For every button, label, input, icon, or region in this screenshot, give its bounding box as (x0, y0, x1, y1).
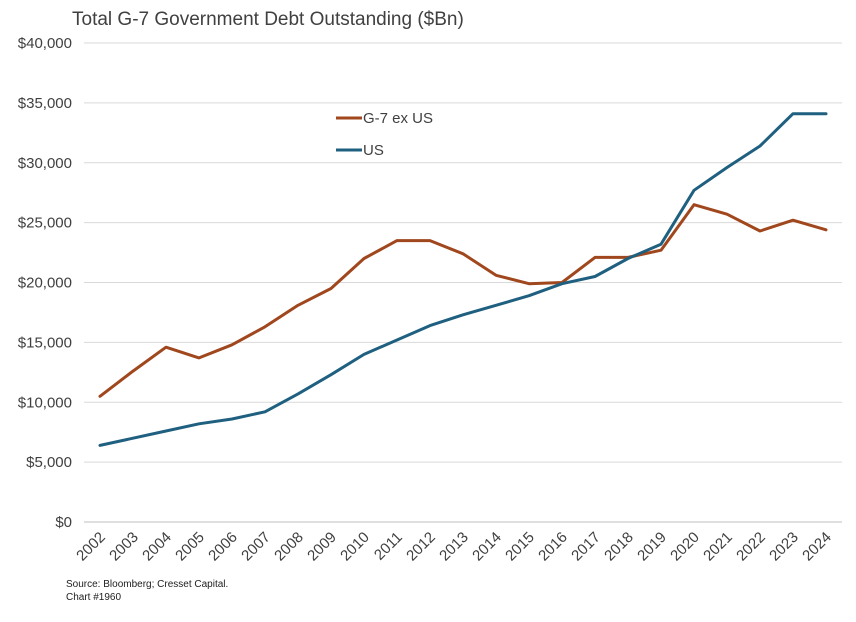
x-tick-label: 2023 (766, 529, 802, 565)
x-tick-label: 2024 (799, 529, 835, 565)
x-tick-label: 2010 (337, 529, 373, 565)
series-line-us (98, 112, 828, 447)
x-tick-label: 2009 (304, 529, 340, 565)
y-tick-label: $0 (55, 514, 72, 531)
x-tick-label: 2014 (469, 529, 505, 565)
x-tick-label: 2020 (667, 529, 703, 565)
x-tick-label: 2007 (238, 529, 274, 565)
x-tick-label: 2006 (205, 529, 241, 565)
x-tick-label: 2017 (568, 529, 604, 565)
series-line-g-7-ex-us (98, 203, 828, 398)
x-tick-label: 2003 (106, 529, 142, 565)
y-tick-label: $20,000 (18, 275, 72, 292)
gridlines (84, 42, 842, 523)
x-tick-label: 2022 (733, 529, 769, 565)
x-tick-label: 2016 (535, 529, 571, 565)
x-tick-label: 2021 (700, 529, 736, 565)
source-line: Source: Bloomberg; Cresset Capital. (66, 579, 229, 590)
legend-label: G-7 ex US (363, 110, 433, 127)
x-tick-label: 2011 (371, 529, 406, 564)
series-lines (98, 112, 828, 447)
y-tick-label: $35,000 (18, 95, 72, 112)
y-tick-label: $25,000 (18, 215, 72, 232)
y-tick-label: $5,000 (26, 454, 72, 471)
x-tick-label: 2008 (271, 529, 307, 565)
y-tick-label: $40,000 (18, 35, 72, 52)
x-tick-label: 2005 (172, 529, 208, 565)
y-axis-ticks: $0 $5,000 $10,000 $15,000 $20,000 $25,000 $30,… (18, 35, 72, 531)
legend: G-7 ex US US (336, 110, 433, 159)
y-tick-label: $10,000 (18, 394, 72, 411)
source-note: Source: Bloomberg; Cresset Capital. Char… (66, 578, 228, 604)
x-tick-label: 2019 (634, 529, 670, 565)
x-tick-label: 2002 (73, 529, 109, 565)
legend-label: US (363, 142, 384, 159)
y-tick-label: $30,000 (18, 155, 72, 172)
chart-title: Total G-7 Government Debt Outstanding ($… (72, 9, 464, 30)
x-tick-label: 2018 (601, 529, 637, 565)
x-tick-label: 2012 (403, 529, 439, 565)
y-tick-label: $15,000 (18, 334, 72, 351)
x-tick-label: 2013 (436, 529, 472, 565)
x-axis-ticks: 2002200320042005200620072008200920102011… (73, 529, 835, 565)
x-tick-label: 2004 (139, 529, 175, 565)
chart-number: Chart #1960 (66, 592, 122, 603)
x-tick-label: 2015 (502, 529, 538, 565)
